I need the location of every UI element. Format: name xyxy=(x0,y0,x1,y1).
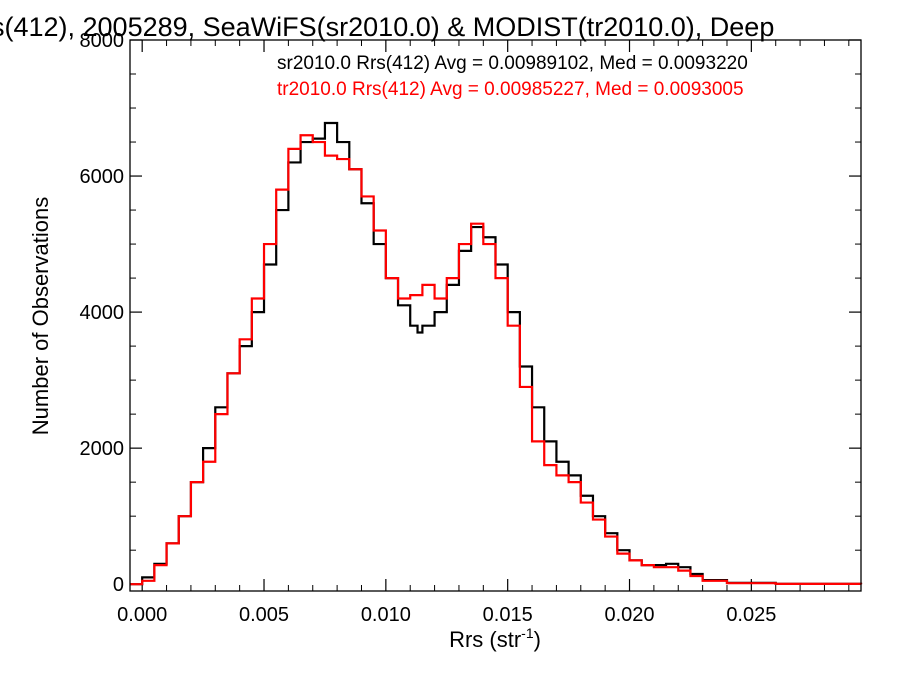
axes: 0.000 0.005 0.010 0.015 0.020 0.025 0 2000 4000 6… xyxy=(80,30,861,626)
series-tr2010-line xyxy=(130,134,863,586)
x-tick-label: 0.010 xyxy=(361,604,411,626)
x-axis-label: Rrs (str-1) xyxy=(449,625,541,652)
plot-frame xyxy=(129,39,862,592)
x-axis-label-exponent: -1 xyxy=(521,625,534,641)
y-tick-label: 4000 xyxy=(80,302,125,324)
x-tick-label: 0.020 xyxy=(604,604,654,626)
chart-title: rs(412), 2005289, SeaWiFS(sr2010.0) & MO… xyxy=(0,12,774,42)
x-tick-label: 0.015 xyxy=(483,604,533,626)
annotation-tr2010: tr2010.0 Rrs(412) Avg = 0.00985227, Med … xyxy=(277,79,744,100)
x-axis-label-close: ) xyxy=(534,627,541,652)
y-tick-label: 8000 xyxy=(80,30,125,52)
y-tick-label: 6000 xyxy=(80,166,125,188)
x-tick-label: 0.005 xyxy=(239,604,289,626)
y-axis-label: Number of Observations xyxy=(28,197,53,435)
y-tick-label: 2000 xyxy=(80,438,125,460)
y-tick-label: 0 xyxy=(113,574,124,596)
x-tick-label: 0.000 xyxy=(117,604,167,626)
series-group xyxy=(130,121,863,586)
x-axis-label-main: Rrs (str xyxy=(449,627,521,652)
x-tick-label: 0.025 xyxy=(726,604,776,626)
annotation-sr2010: sr2010.0 Rrs(412) Avg = 0.00989102, Med … xyxy=(277,53,748,74)
